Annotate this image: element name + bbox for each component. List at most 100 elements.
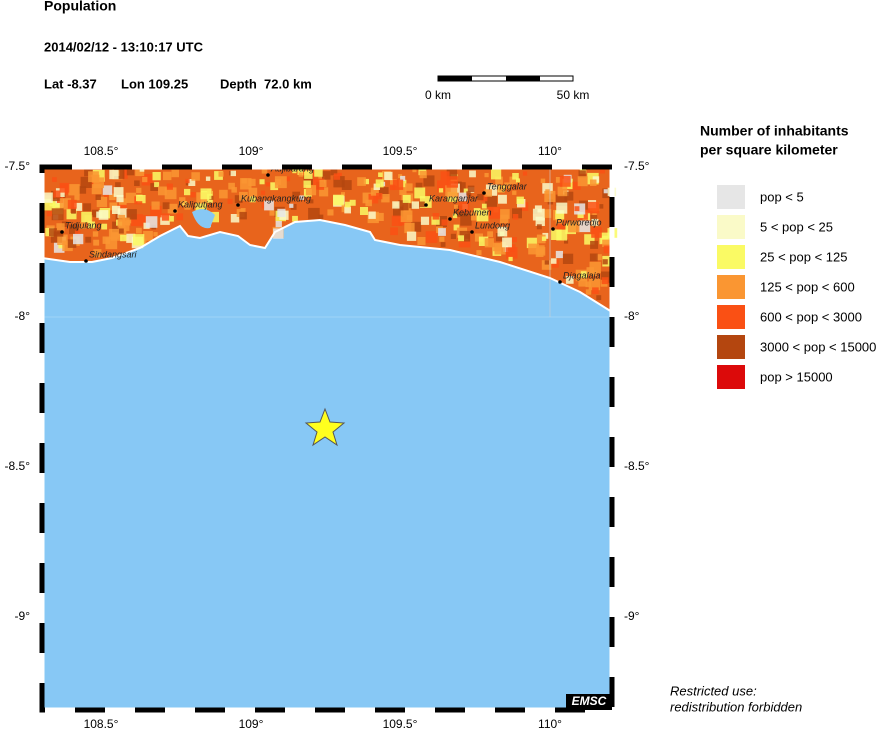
- patch: [322, 171, 331, 180]
- epicenter-star: [304, 407, 346, 447]
- patch: [484, 189, 492, 197]
- patch: [362, 192, 374, 204]
- patch: [391, 215, 403, 226]
- legend-label: 125 < pop < 600: [760, 279, 855, 294]
- patch: [314, 168, 323, 177]
- patch: [493, 242, 502, 252]
- patch: [458, 192, 468, 202]
- patch: [330, 168, 338, 176]
- town-dot: [173, 209, 177, 213]
- patch: [390, 227, 398, 236]
- patch: [191, 172, 200, 181]
- patch: [126, 209, 137, 220]
- patch: [432, 213, 440, 220]
- emsc-badge: EMSC: [572, 694, 607, 708]
- depth: Depth 72.0 km: [220, 76, 312, 91]
- town-label: Kubangkangkung: [241, 193, 311, 203]
- patch: [318, 214, 324, 220]
- patch: [467, 185, 475, 193]
- patch: [411, 221, 422, 232]
- patch: [476, 209, 489, 222]
- patch: [511, 237, 517, 243]
- patch: [292, 169, 297, 174]
- patch: [88, 171, 99, 183]
- patch: [584, 234, 595, 245]
- lat-tick-label: -8°: [15, 309, 31, 323]
- patch: [74, 195, 80, 201]
- patch: [368, 211, 376, 219]
- patch: [299, 195, 304, 200]
- patch: [113, 187, 124, 197]
- patch: [375, 179, 384, 188]
- patch: [509, 176, 517, 184]
- patch: [50, 231, 63, 243]
- town-dot: [482, 191, 486, 195]
- patch: [572, 181, 581, 190]
- town-dot: [60, 230, 64, 234]
- patch: [93, 249, 102, 258]
- patch: [499, 209, 510, 219]
- patch: [602, 259, 608, 265]
- patch: [101, 223, 108, 230]
- datetime: 2014/02/12 - 13:10:17 UTC: [44, 39, 204, 54]
- lat-tick-label: -9°: [15, 609, 31, 623]
- patch: [498, 194, 507, 204]
- town-dot: [266, 173, 270, 177]
- patch: [365, 199, 372, 207]
- patch: [184, 188, 191, 196]
- patch: [241, 178, 247, 184]
- patch: [411, 201, 420, 209]
- patch: [592, 287, 599, 294]
- patch: [499, 214, 509, 224]
- legend: Number of inhabitants per square kilomet…: [700, 123, 876, 389]
- town-label: Lundong: [475, 220, 510, 230]
- patch: [508, 256, 513, 262]
- patch: [158, 186, 167, 196]
- legend-label: 25 < pop < 125: [760, 249, 847, 264]
- patch: [179, 197, 186, 204]
- patch: [502, 237, 512, 248]
- patch: [392, 201, 400, 209]
- legend-swatch: [717, 305, 745, 329]
- patch: [528, 243, 539, 255]
- patch: [559, 175, 571, 187]
- patch: [601, 271, 613, 283]
- patch: [195, 203, 207, 215]
- lat-tick-label: -8.5°: [5, 459, 31, 473]
- patch: [360, 207, 368, 215]
- patch: [398, 200, 409, 211]
- patch: [109, 193, 116, 201]
- footer: Restricted use:: [670, 683, 757, 698]
- patch: [495, 176, 503, 185]
- patch: [239, 191, 248, 201]
- patch: [118, 228, 124, 234]
- patch: [108, 228, 119, 239]
- patch: [480, 194, 488, 202]
- legend-title: per square kilometer: [700, 142, 838, 158]
- patch: [117, 219, 126, 228]
- patch: [491, 169, 502, 180]
- patch: [154, 182, 160, 188]
- patch: [273, 228, 284, 239]
- patch: [526, 237, 538, 249]
- patch: [585, 289, 592, 295]
- patch: [439, 236, 445, 242]
- patch: [536, 245, 545, 254]
- patch: [484, 173, 489, 178]
- patch: [589, 261, 601, 274]
- patch: [240, 178, 252, 190]
- patch: [56, 223, 65, 232]
- patch: [292, 191, 301, 200]
- patch: [557, 186, 568, 197]
- town-dot: [558, 280, 562, 284]
- town-dot: [236, 203, 240, 207]
- patch: [200, 188, 212, 200]
- patch: [269, 210, 275, 216]
- patch: [115, 182, 121, 188]
- patch: [176, 213, 184, 221]
- patch: [368, 193, 379, 204]
- patch: [298, 172, 303, 177]
- legend-title: Number of inhabitants: [700, 123, 849, 139]
- patch: [102, 185, 113, 195]
- patch: [248, 178, 256, 187]
